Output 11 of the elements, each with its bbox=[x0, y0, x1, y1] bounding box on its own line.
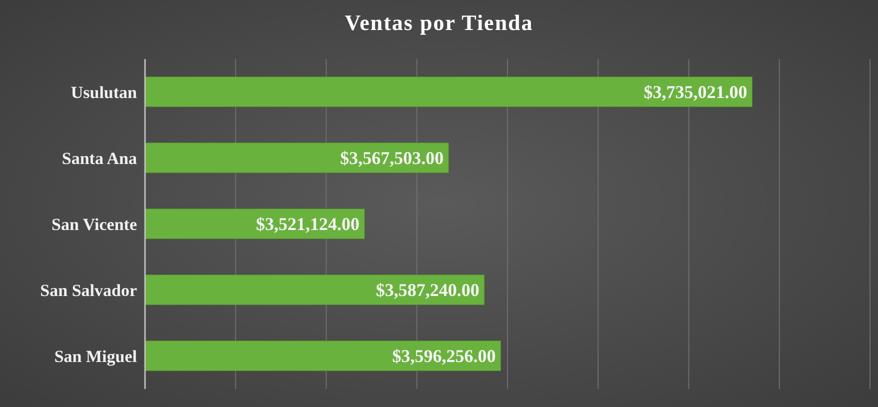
y-tick-label: San Salvador bbox=[40, 281, 138, 300]
data-label: $3,587,240.00 bbox=[376, 280, 480, 300]
data-label: $3,567,503.00 bbox=[340, 148, 444, 168]
y-tick-label: San Vicente bbox=[52, 215, 138, 234]
chart-title: Ventas por Tienda bbox=[344, 10, 534, 36]
data-label: $3,596,256.00 bbox=[392, 346, 496, 366]
y-tick-label: Usulutan bbox=[70, 83, 138, 102]
data-label: $3,735,021.00 bbox=[644, 82, 748, 102]
y-tick-label: San Miguel bbox=[54, 347, 138, 366]
y-tick-label: Santa Ana bbox=[62, 149, 138, 168]
data-label: $3,521,124.00 bbox=[256, 214, 360, 234]
